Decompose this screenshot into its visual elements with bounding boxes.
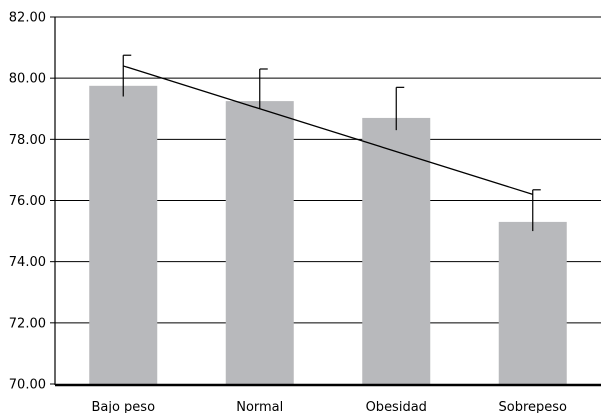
y-tick-label: 72.00 (9, 316, 46, 331)
x-tick-label: Obesidad (366, 400, 427, 413)
y-tick-label: 82.00 (9, 11, 46, 26)
y-tick-label: 78.00 (9, 133, 46, 148)
x-axis-labels: Bajo peso Normal Obesidad Sobrepeso (91, 400, 567, 413)
x-tick-label: Sobrepeso (499, 400, 568, 413)
trend-line-group (123, 65, 533, 196)
y-tick-label: 76.00 (9, 194, 46, 209)
x-tick-label: Normal (236, 400, 283, 413)
bar-bajo-peso (89, 85, 158, 384)
y-tick-label: 74.00 (9, 255, 46, 270)
y-tick-label: 80.00 (9, 72, 46, 87)
error-bars (122, 54, 541, 232)
y-tick-label: 70.00 (9, 378, 46, 393)
trend-line (123, 65, 533, 196)
bar-normal (225, 101, 294, 385)
x-tick-label: Bajo peso (91, 400, 155, 413)
bar-sobrepeso (498, 221, 567, 384)
y-axis-ticks: 70.00 72.00 74.00 76.00 78.00 80.00 82.00 (9, 11, 55, 393)
axes (54, 17, 601, 387)
bar-obesidad (362, 117, 431, 385)
bars (89, 85, 567, 385)
